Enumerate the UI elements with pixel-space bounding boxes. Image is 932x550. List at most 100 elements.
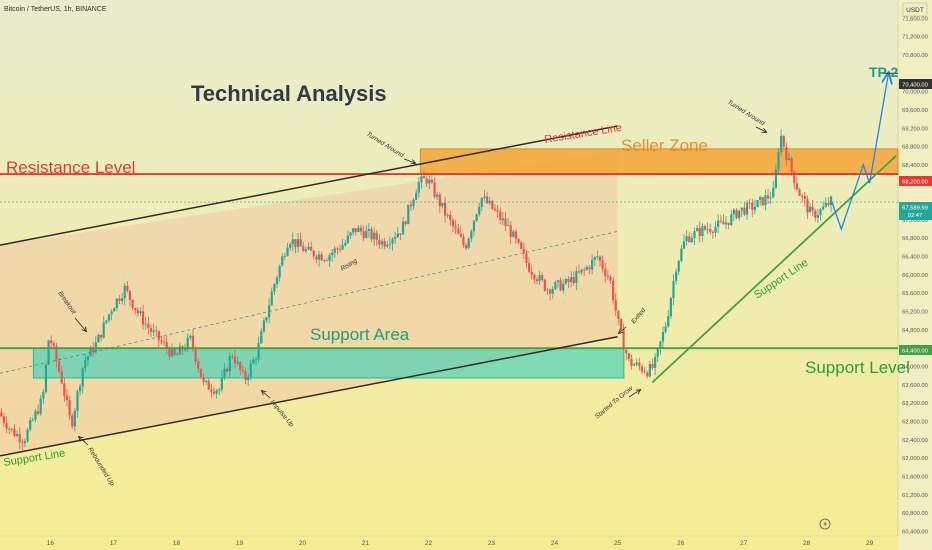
candle-body xyxy=(814,210,817,218)
candle-body xyxy=(331,252,334,256)
candle-body xyxy=(727,222,730,225)
candle-body xyxy=(407,204,410,225)
candle-body xyxy=(470,231,473,239)
candle-body xyxy=(0,412,3,417)
support-area-label: Support Area xyxy=(310,325,410,344)
time-tick-label: 27 xyxy=(740,540,748,547)
candle-body xyxy=(394,237,397,239)
candle-body xyxy=(254,359,258,361)
candle-body xyxy=(199,368,202,378)
candle-body xyxy=(717,220,720,227)
price-tick-label: 69,200.00 xyxy=(902,126,928,132)
candle-body xyxy=(517,238,520,243)
candle-body xyxy=(551,288,554,294)
candle-body xyxy=(735,209,738,219)
candle-body xyxy=(609,276,612,281)
candle-body xyxy=(656,348,659,357)
candle-body xyxy=(260,331,263,344)
candle-body xyxy=(136,310,139,314)
time-tick-label: 23 xyxy=(488,540,496,547)
candle-body xyxy=(312,250,315,257)
candle-body xyxy=(806,199,809,213)
currency-badge[interactable] xyxy=(902,2,928,17)
candle-body xyxy=(194,347,197,362)
candle-body xyxy=(567,279,570,283)
candle-body xyxy=(92,347,95,353)
candle-body xyxy=(480,197,483,207)
candle-body xyxy=(693,231,696,239)
candle-body xyxy=(388,243,392,245)
candle-body xyxy=(661,331,665,342)
time-tick-label: 16 xyxy=(47,540,55,547)
candle-body xyxy=(349,232,352,236)
time-tick-label: 21 xyxy=(362,540,370,547)
arrow-rebounded-up xyxy=(79,437,89,446)
candle-body xyxy=(685,236,688,242)
candle-body xyxy=(113,308,116,312)
candle-body xyxy=(296,239,300,248)
candle-body xyxy=(761,197,764,206)
candle-body xyxy=(89,347,92,357)
candle-body xyxy=(769,197,772,199)
candle-body xyxy=(722,221,725,225)
time-tick-label: 18 xyxy=(173,540,181,547)
price-axis[interactable]: 71,600.00 71,200.00 70,800.00 70,000.00 69,6… xyxy=(902,16,928,535)
support-level-label: Support Level xyxy=(805,358,910,377)
candle-body xyxy=(606,275,609,277)
candle-body xyxy=(294,239,297,248)
candle-body xyxy=(827,202,830,205)
candle-body xyxy=(142,311,145,325)
candle-body xyxy=(233,356,237,364)
candle-body xyxy=(244,371,247,380)
candle-body xyxy=(509,225,512,237)
candle-body xyxy=(10,428,13,430)
candle-body xyxy=(548,289,552,294)
candle-body xyxy=(743,207,746,215)
candle-body xyxy=(383,241,386,247)
time-tick-label: 22 xyxy=(425,540,433,547)
candle-body xyxy=(499,211,502,220)
time-tick-label: 17 xyxy=(110,540,118,547)
candle-body xyxy=(97,334,100,343)
candle-body xyxy=(168,348,171,357)
candle-body xyxy=(36,411,40,414)
channel-fill xyxy=(0,151,618,456)
time-axis[interactable]: 16 17 18 19 20 21 22 23 24 25 26 27 28 29 xyxy=(47,540,874,547)
candle-body xyxy=(493,208,497,211)
candle-body xyxy=(57,361,61,372)
candle-body xyxy=(47,340,50,365)
candle-body xyxy=(824,202,827,207)
candle-body xyxy=(457,228,460,234)
price-tick-label: 60,800.00 xyxy=(902,511,928,517)
candle-body xyxy=(302,246,305,252)
tag-tp2-text: 70,400.00 xyxy=(902,83,928,89)
candle-body xyxy=(160,340,163,342)
candle-body xyxy=(753,207,756,210)
candle-body xyxy=(795,183,799,190)
resistance-level-label: Resistance Level xyxy=(6,158,135,177)
candle-body xyxy=(396,233,399,238)
candle-body xyxy=(543,279,546,291)
candle-body xyxy=(404,221,407,225)
candle-body xyxy=(228,356,231,372)
candle-body xyxy=(131,299,134,308)
candle-body xyxy=(777,151,780,170)
candle-body xyxy=(772,187,775,198)
candle-body xyxy=(367,229,371,231)
candle-body xyxy=(202,377,205,382)
lightning-icon[interactable] xyxy=(819,518,831,530)
candle-body xyxy=(420,176,423,182)
candle-body xyxy=(226,368,229,372)
candle-body xyxy=(289,244,292,248)
candle-body xyxy=(278,265,281,278)
candle-body xyxy=(512,231,515,237)
candle-body xyxy=(520,242,523,249)
price-tick-label: 66,800.00 xyxy=(902,236,928,242)
support-trendline xyxy=(651,155,897,384)
candle-body xyxy=(173,348,176,355)
candle-body xyxy=(646,372,649,377)
candle-body xyxy=(816,215,820,218)
candle-body xyxy=(134,307,137,311)
candle-body xyxy=(475,214,478,221)
